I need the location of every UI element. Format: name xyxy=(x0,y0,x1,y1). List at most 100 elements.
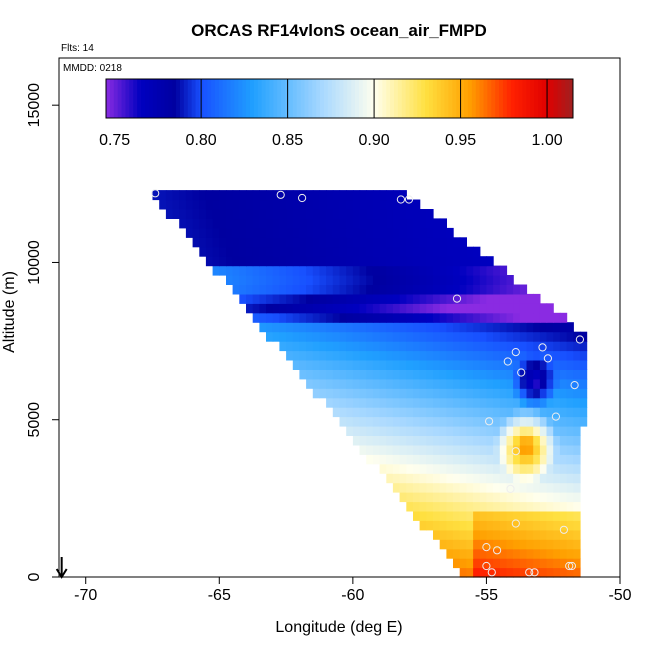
heatmap-cell xyxy=(366,332,373,342)
heatmap-cell xyxy=(513,341,520,351)
flights-annotation: Flts: 14 xyxy=(61,43,94,54)
heatmap-cell xyxy=(466,436,473,446)
heatmap-cell xyxy=(460,511,467,521)
heatmap-cell xyxy=(540,379,547,389)
heatmap-cell xyxy=(373,200,380,210)
heatmap-cell xyxy=(333,407,340,417)
heatmap-cell xyxy=(353,266,360,276)
heatmap-cell xyxy=(527,313,534,323)
heatmap-cell xyxy=(440,407,447,417)
heatmap-cell xyxy=(353,313,360,323)
heatmap-cell xyxy=(206,200,213,210)
heatmap-cell xyxy=(326,218,333,228)
heatmap-cell xyxy=(413,454,420,464)
heatmap-cell xyxy=(420,454,427,464)
heatmap-cell xyxy=(507,332,514,342)
heatmap-cell xyxy=(273,285,280,295)
heatmap-cell xyxy=(413,379,420,389)
heatmap-cell xyxy=(486,313,493,323)
x-tick-label: -55 xyxy=(475,587,498,604)
heatmap-cell xyxy=(573,530,580,540)
heatmap-cell xyxy=(540,464,547,474)
heatmap-cell xyxy=(560,360,567,370)
heatmap-cell xyxy=(373,218,380,228)
heatmap-cell xyxy=(493,303,500,313)
heatmap-cell xyxy=(286,275,293,285)
heatmap-cell xyxy=(333,351,340,361)
heatmap-cell xyxy=(513,558,520,568)
heatmap-cell xyxy=(446,426,453,436)
heatmap-cell xyxy=(533,520,540,530)
colorbar-swatch xyxy=(133,79,137,118)
colorbar-swatch xyxy=(254,79,258,118)
heatmap-cell xyxy=(560,436,567,446)
heatmap-cell xyxy=(540,549,547,559)
heatmap-cell xyxy=(473,483,480,493)
heatmap-cell xyxy=(460,360,467,370)
heatmap-cell xyxy=(380,407,387,417)
heatmap-cell xyxy=(426,492,433,502)
heatmap-cell xyxy=(453,407,460,417)
heatmap-cell xyxy=(573,511,580,521)
heatmap-cell xyxy=(507,492,514,502)
heatmap-cell xyxy=(513,379,520,389)
heatmap-cell xyxy=(366,247,373,257)
heatmap-cell xyxy=(500,454,507,464)
colorbar-swatch xyxy=(530,79,534,118)
colorbar-swatch xyxy=(561,79,565,118)
heatmap-cell xyxy=(393,256,400,266)
heatmap-cell xyxy=(547,341,554,351)
heatmap-cell xyxy=(460,388,467,398)
heatmap-cell xyxy=(353,388,360,398)
heatmap-cell xyxy=(266,266,273,276)
heatmap-cell xyxy=(373,209,380,219)
heatmap-cell xyxy=(473,464,480,474)
heatmap-cell xyxy=(460,266,467,276)
heatmap-cell xyxy=(313,228,320,238)
heatmap-cell xyxy=(299,369,306,379)
heatmap-cell xyxy=(333,379,340,389)
colorbar-swatch xyxy=(343,79,347,118)
heatmap-cell xyxy=(560,369,567,379)
heatmap-cell xyxy=(199,218,206,228)
heatmap-cell xyxy=(406,473,413,483)
heatmap-cell xyxy=(533,454,540,464)
heatmap-cell xyxy=(299,341,306,351)
heatmap-cell xyxy=(480,398,487,408)
heatmap-cell xyxy=(580,417,587,427)
heatmap-cell xyxy=(366,398,373,408)
heatmap-cell xyxy=(393,237,400,247)
heatmap-cell xyxy=(533,558,540,568)
heatmap-cell xyxy=(253,218,260,228)
heatmap-cell xyxy=(193,218,200,228)
heatmap-cell xyxy=(567,388,574,398)
heatmap-cell xyxy=(460,539,467,549)
heatmap-cell xyxy=(299,275,306,285)
heatmap-cell xyxy=(533,294,540,304)
heatmap-cell xyxy=(406,483,413,493)
heatmap-cell xyxy=(406,237,413,247)
colorbar-swatch xyxy=(196,79,200,118)
heatmap-cell xyxy=(507,558,514,568)
heatmap-cell xyxy=(326,360,333,370)
heatmap-cell xyxy=(446,256,453,266)
heatmap-cell xyxy=(533,388,540,398)
heatmap-cell xyxy=(473,360,480,370)
heatmap-cell xyxy=(279,218,286,228)
heatmap-cell xyxy=(413,502,420,512)
heatmap-cell xyxy=(313,379,320,389)
heatmap-cell xyxy=(560,351,567,361)
heatmap-cell xyxy=(353,417,360,427)
y-axis-label: Altitude (m) xyxy=(1,271,18,353)
heatmap-cell xyxy=(173,209,180,219)
heatmap-cell xyxy=(466,483,473,493)
heatmap-cell xyxy=(393,218,400,228)
heatmap-cell xyxy=(453,332,460,342)
heatmap-cell xyxy=(473,436,480,446)
heatmap-cell xyxy=(460,322,467,332)
heatmap-cell xyxy=(573,360,580,370)
heatmap-cell xyxy=(353,209,360,219)
heatmap-cell xyxy=(527,530,534,540)
heatmap-cell xyxy=(193,200,200,210)
heatmap-cell xyxy=(507,379,514,389)
